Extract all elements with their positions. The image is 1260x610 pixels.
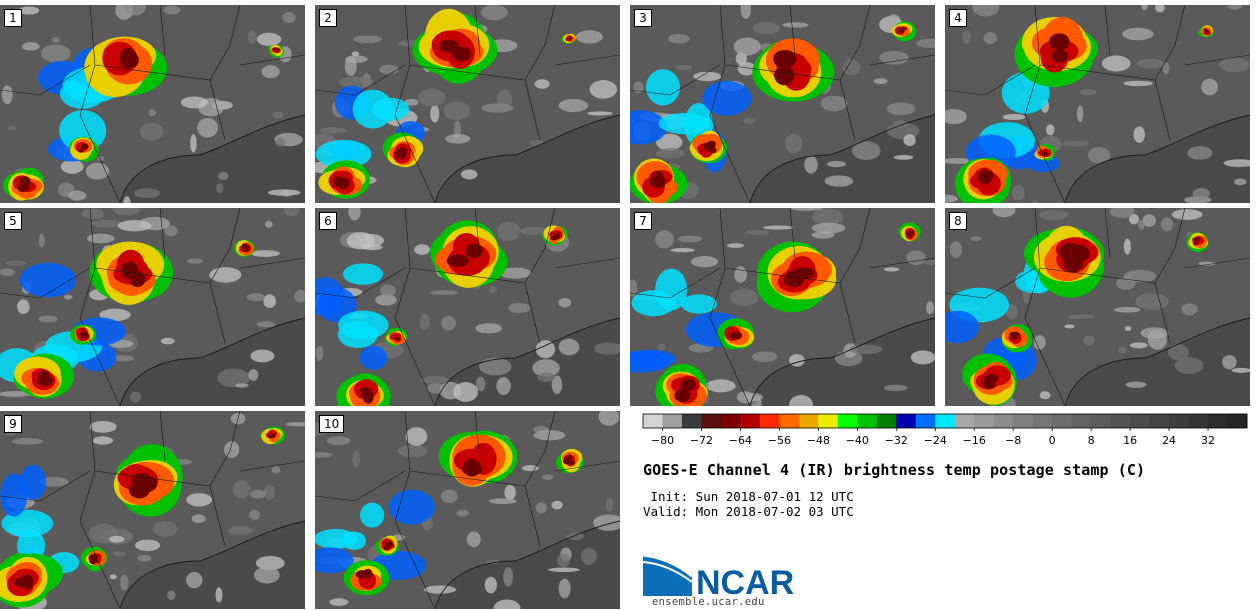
colorbar-tick-label: −48 <box>807 434 830 447</box>
satellite-ir-image <box>945 208 1250 406</box>
colorbar-segment <box>915 414 936 428</box>
colorbar-segment <box>896 414 917 428</box>
colorbar-segment <box>681 414 702 428</box>
colorbar-tick-label: −24 <box>924 434 947 447</box>
colorbar-segment <box>974 414 995 428</box>
colorbar-segment <box>837 414 858 428</box>
colorbar-segment <box>1149 414 1170 428</box>
colorbar-tick-label: −56 <box>768 434 791 447</box>
satellite-ir-image <box>0 411 305 609</box>
colorbar-tick-label: −80 <box>651 434 674 447</box>
member-number-label: 7 <box>634 212 652 230</box>
colorbar-segment <box>935 414 956 428</box>
colorbar-segment <box>1052 414 1073 428</box>
colorbar-segment <box>1227 414 1248 428</box>
member-number-label: 4 <box>949 9 967 27</box>
colorbar-segment <box>1013 414 1034 428</box>
colorbar-segment <box>1091 414 1112 428</box>
colorbar-segment <box>876 414 897 428</box>
colorbar-tick-label: −16 <box>963 434 986 447</box>
colorbar-segment <box>740 414 761 428</box>
colorbar-tick-label: 0 <box>1049 434 1056 447</box>
member-number-label: 10 <box>319 415 345 433</box>
colorbar-tick-label: −64 <box>729 434 752 447</box>
colorbar-segment <box>779 414 800 428</box>
satellite-ir-image <box>315 5 620 203</box>
logo-url: ensemble.ucar.edu <box>652 596 765 608</box>
satellite-ir-image <box>315 208 620 406</box>
colorbar-segment <box>1071 414 1092 428</box>
member-number-label: 9 <box>4 415 22 433</box>
colorbar-tick-label: −40 <box>846 434 869 447</box>
satellite-ir-image <box>315 411 620 609</box>
satellite-ir-image <box>630 208 935 406</box>
colorbar-tick-label: 24 <box>1162 434 1176 447</box>
colorbar-segment <box>1130 414 1150 428</box>
colorbar-segment <box>1188 414 1209 428</box>
colorbar-tick-label: 32 <box>1201 434 1215 447</box>
colorbar-tick-label: 8 <box>1088 434 1095 447</box>
postage-stamp-panel: 7 <box>630 208 935 406</box>
member-number-label: 3 <box>634 9 652 27</box>
member-number-label: 2 <box>319 9 337 27</box>
member-number-label: 8 <box>949 212 967 230</box>
postage-stamp-panel: 5 <box>0 208 305 406</box>
postage-stamp-panel: 8 <box>945 208 1250 406</box>
logo-text: NCAR <box>696 564 794 598</box>
member-number-label: 5 <box>4 212 22 230</box>
postage-stamp-panel: 3 <box>630 5 935 203</box>
colorbar-segment <box>818 414 839 428</box>
colorbar-segment <box>643 414 663 428</box>
satellite-ir-image <box>945 5 1250 203</box>
postage-stamp-panel: 2 <box>315 5 620 203</box>
satellite-ir-image <box>0 5 305 203</box>
colorbar-segment <box>759 414 780 428</box>
colorbar-segment <box>1032 414 1053 428</box>
figure-title: GOES-E Channel 4 (IR) brightness temp po… <box>643 461 1146 479</box>
colorbar-segment <box>798 414 819 428</box>
colorbar-segment <box>720 414 741 428</box>
colorbar-segment <box>1169 414 1189 428</box>
satellite-ir-image <box>0 208 305 406</box>
ncar-logo-icon: NCAR <box>642 553 794 598</box>
member-number-label: 6 <box>319 212 337 230</box>
postage-stamp-panel: 10 <box>315 411 620 609</box>
satellite-ir-image <box>630 5 935 203</box>
postage-stamp-panel: 4 <box>945 5 1250 203</box>
colorbar-segment <box>857 414 878 428</box>
member-number-label: 1 <box>4 9 22 27</box>
postage-stamp-panel: 1 <box>0 5 305 203</box>
colorbar-segment <box>1110 414 1131 428</box>
colorbar: −80 −72 −64 −56 −48 −40 −32 −24 −16 −8 0 8 16 24 32 <box>642 413 1248 447</box>
colorbar-segment <box>993 414 1014 428</box>
valid-time: Valid: Mon 2018-07-02 03 UTC <box>643 504 854 519</box>
colorbar-tick-label: −32 <box>885 434 908 447</box>
colorbar-tick-label: 16 <box>1123 434 1137 447</box>
colorbar-segment <box>954 414 975 428</box>
colorbar-segment <box>1208 414 1228 428</box>
colorbar-segment <box>701 414 722 428</box>
colorbar-tick-label: −72 <box>690 434 713 447</box>
postage-stamp-panel: 9 <box>0 411 305 609</box>
colorbar-tick-label: −8 <box>1005 434 1021 447</box>
init-time: Init: Sun 2018-07-01 12 UTC <box>643 489 854 504</box>
colorbar-segment <box>662 414 683 428</box>
postage-stamp-panel: 6 <box>315 208 620 406</box>
